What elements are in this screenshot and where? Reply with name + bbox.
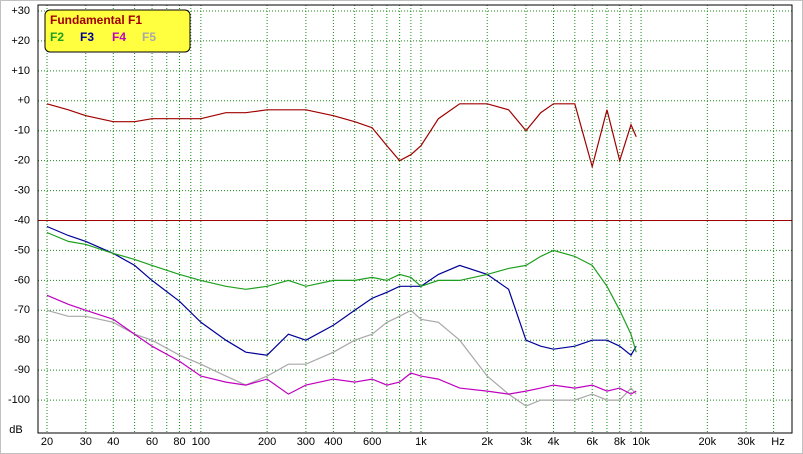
plot-border (37, 4, 793, 434)
x-tick-label: 10k (632, 436, 650, 448)
legend-label: F2 (50, 30, 64, 44)
legend-label: F3 (80, 30, 94, 44)
series-line (46, 225, 637, 357)
x-tick-label: 60 (146, 436, 158, 448)
series-line (46, 294, 637, 395)
y-tick-label: -80 (14, 334, 30, 346)
legend-label: F5 (142, 30, 156, 44)
x-tick-label: 30k (737, 436, 755, 448)
y-tick-label: +30 (11, 5, 30, 17)
legend-label: F4 (112, 30, 126, 44)
x-tick-label: 3k (520, 436, 532, 448)
y-tick-label: -20 (14, 155, 30, 167)
legend-label: Fundamental F1 (50, 13, 142, 27)
x-axis-label: Hz (771, 436, 784, 448)
x-tick-label: 20 (41, 436, 53, 448)
x-tick-label: 2k (481, 436, 493, 448)
x-tick-label: 8k (614, 436, 626, 448)
y-tick-label: +20 (11, 35, 30, 47)
y-tick-label: -40 (14, 214, 30, 226)
x-tick-label: 200 (258, 436, 276, 448)
x-tick-label: 6k (586, 436, 598, 448)
series-line (46, 231, 637, 353)
series-line (46, 309, 637, 407)
y-axis-label: dB (9, 424, 22, 436)
x-tick-label: 400 (324, 436, 342, 448)
y-tick-label: -90 (14, 364, 30, 376)
x-tick-label: 30 (80, 436, 92, 448)
y-tick-label: -70 (14, 304, 30, 316)
plot-area (37, 4, 793, 434)
y-tick-label: -50 (14, 244, 30, 256)
y-tick-label: -100 (8, 394, 30, 406)
x-tick-label: 4k (548, 436, 560, 448)
x-tick-label: 300 (297, 436, 315, 448)
x-tick-label: 600 (363, 436, 381, 448)
y-tick-label: +0 (17, 95, 30, 107)
series-line (46, 103, 637, 169)
legend-box (44, 9, 191, 53)
x-tick-label: 1k (415, 436, 427, 448)
y-tick-label: +10 (11, 65, 30, 77)
x-tick-label: 40 (107, 436, 119, 448)
legend: Fundamental F1 F2 F3 F4 F5 (44, 9, 191, 53)
y-tick-label: -30 (14, 184, 30, 196)
x-tick-label: 100 (192, 436, 210, 448)
y-tick-label: -60 (14, 274, 30, 286)
y-tick-label: -10 (14, 125, 30, 137)
x-tick-label: 80 (173, 436, 185, 448)
x-tick-label: 20k (698, 436, 716, 448)
